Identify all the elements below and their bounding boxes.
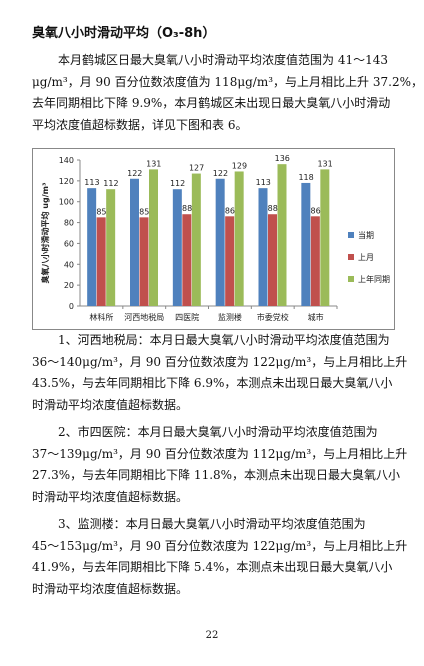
bar [191, 173, 201, 306]
y-tick-label: 80 [64, 219, 74, 228]
bar [139, 217, 149, 306]
legend-label: 上月 [358, 253, 374, 262]
text-line: 3、监测楼：本月日最大臭氧八小时滑动平均浓度值范围为 [58, 517, 366, 531]
text-line: 37～139μg/m³，月 90 百分位数浓度为 112μg/m³，与上月相比上… [32, 446, 408, 461]
bar [106, 189, 116, 306]
x-tick-label: 河西地税局 [124, 312, 164, 322]
text-line: 1、河西地税局：本月日最大臭氧八小时滑动平均浓度值范围为 [58, 333, 390, 347]
text-line: 36～140μg/m³，月 90 百分位数浓度为 122μg/m³，与上月相比上… [32, 354, 408, 369]
text-line: 本月鹤城区日最大臭氧八小时滑动平均浓度值范围为 41～143 [58, 53, 388, 67]
bar [182, 214, 192, 306]
paragraph: 1、河西地税局：本月日最大臭氧八小时滑动平均浓度值范围为 36～140μg/m³，… [32, 330, 408, 416]
bar [87, 188, 97, 306]
paragraph: 本月鹤城区日最大臭氧八小时滑动平均浓度值范围为 41～143 μg/m³，月 90… [32, 50, 423, 136]
bar [225, 216, 235, 306]
legend-label: 上年同期 [358, 274, 390, 284]
text-line: μg/m³，月 90 百分位数浓度值为 118μg/m³，与上月相比上升 37.… [32, 74, 423, 89]
x-tick-label: 四医院 [175, 312, 199, 322]
data-label: 127 [189, 164, 204, 173]
bar [320, 169, 330, 306]
text-line: 45～153μg/m³，月 90 百分位数浓度为 122μg/m³，与上月相比上… [32, 538, 408, 553]
data-label: 129 [232, 161, 247, 170]
bar [277, 164, 287, 306]
data-label: 131 [146, 159, 161, 168]
y-tick-label: 60 [64, 239, 74, 248]
data-label: 85 [139, 207, 149, 216]
legend-swatch [348, 232, 354, 238]
x-tick-label: 市委党校 [257, 312, 289, 322]
paragraph: 3、监测楼：本月日最大臭氧八小时滑动平均浓度值范围为 45～153μg/m³，月 … [32, 514, 408, 600]
data-label: 85 [96, 207, 106, 216]
data-label: 113 [256, 178, 271, 187]
section-title: 臭氧八小时滑动平均（O₃-8h） [32, 26, 216, 41]
bar [268, 214, 277, 306]
data-label: 131 [317, 159, 332, 168]
text-line: 时滑动平均浓度值超标数据。 [32, 489, 189, 504]
chart-border [32, 148, 395, 330]
bar [234, 171, 244, 306]
text-line: 去年同期相比下降 9.9%，本月鹤城区未出现日最大臭氧八小时滑动 [32, 96, 391, 110]
data-label: 122 [127, 169, 142, 178]
y-tick-label: 140 [59, 156, 74, 165]
paragraph: 2、市四医院：本月日最大臭氧八小时滑动平均浓度值范围为 37～139μg/m³，月… [32, 422, 408, 508]
data-label: 88 [182, 204, 192, 213]
data-label: 86 [225, 206, 235, 215]
data-label: 136 [275, 154, 290, 163]
data-label: 122 [213, 169, 228, 178]
bar [96, 217, 106, 306]
data-label: 112 [103, 179, 118, 188]
bar [130, 178, 139, 306]
text-line: 平均浓度值超标数据，详见下图和表 6。 [32, 117, 248, 132]
legend-swatch [348, 276, 354, 282]
text-line: 时滑动平均浓度值超标数据。 [32, 397, 189, 412]
data-label: 88 [268, 204, 278, 213]
data-label: 113 [84, 178, 99, 187]
text-line: 43.5%，与去年同期相比下降 6.9%，本测点未出现日最大臭氧八小 [32, 376, 393, 390]
y-tick-label: 120 [59, 177, 74, 186]
x-tick-label: 监测楼 [218, 312, 242, 322]
y-tick-label: 20 [64, 281, 74, 290]
legend-label: 当期 [358, 230, 374, 240]
text-line: 41.9%，与去年同期相比下降 5.4%，本测点未出现日最大臭氧八小 [32, 560, 393, 574]
bar [310, 216, 320, 306]
data-label: 118 [298, 173, 313, 182]
bar [258, 188, 268, 306]
page-number: 22 [205, 630, 219, 641]
data-label: 86 [310, 206, 320, 215]
y-tick-label: 100 [59, 198, 74, 207]
data-label: 112 [170, 179, 185, 188]
bar [215, 178, 225, 306]
text-line: 27.3%，与去年同期相比下降 11.8%，本测点未出现日最大臭氧八小 [32, 468, 401, 482]
bar [149, 169, 158, 306]
y-axis-label: 臭氧八小时滑动平均 ug/m³ [40, 182, 50, 283]
x-tick-label: 城市 [308, 312, 324, 322]
text-line: 时滑动平均浓度值超标数据。 [32, 581, 189, 596]
y-tick-label: 0 [69, 302, 74, 311]
chart: 0 20 40 60 80 100 120 140 臭氧八小时滑动平均 ug/m³ 林科所 河西地税… [32, 148, 395, 330]
y-tick-label: 40 [64, 260, 74, 269]
x-tick-label: 林科所 [89, 312, 113, 322]
bar [301, 182, 311, 306]
text-line: 2、市四医院：本月日最大臭氧八小时滑动平均浓度值范围为 [58, 425, 378, 439]
bar [172, 189, 182, 306]
legend-swatch [348, 254, 354, 260]
